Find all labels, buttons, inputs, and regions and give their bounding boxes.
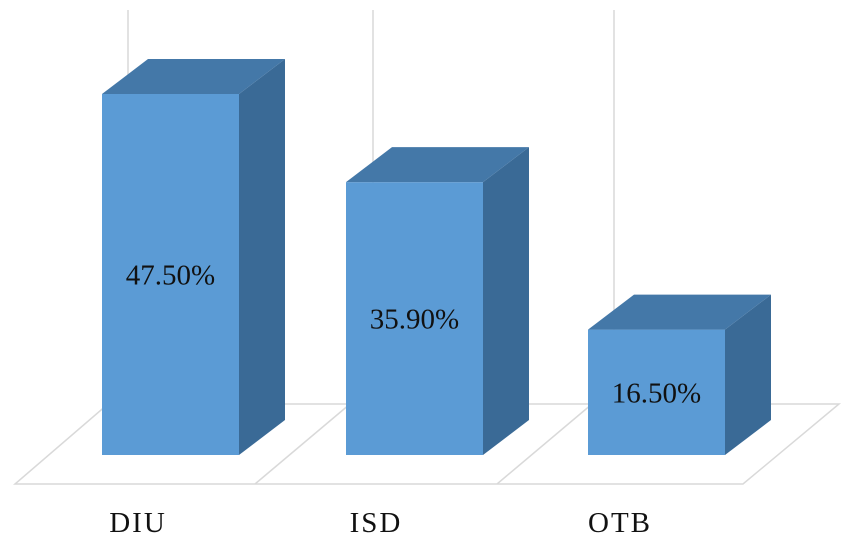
bar-otb <box>588 294 771 455</box>
bar-value-label: 35.90% <box>370 304 459 336</box>
bar-top <box>102 59 285 94</box>
bar-front <box>102 94 239 455</box>
bar-top <box>346 147 529 183</box>
floor-plane <box>12 403 842 485</box>
floor-divider <box>496 403 593 485</box>
bar-diu <box>102 59 285 455</box>
category-label: ISD <box>350 507 403 537</box>
floor-divider <box>254 403 351 485</box>
bar-value-label: 47.50% <box>126 260 215 292</box>
category-label: OTB <box>588 507 652 537</box>
bar-side <box>483 147 529 455</box>
bar-front <box>588 329 725 455</box>
bar-front <box>346 182 483 455</box>
chart-labels: 47.50% DIU 35.90% ISD 16.50% OTB <box>109 260 701 537</box>
bar-top <box>588 294 771 330</box>
bar-side <box>725 294 771 455</box>
bar-value-label: 16.50% <box>612 377 701 409</box>
chart-bars <box>102 59 771 455</box>
category-label: DIU <box>109 507 167 537</box>
bar-isd <box>346 147 529 455</box>
bar-side <box>239 59 285 455</box>
